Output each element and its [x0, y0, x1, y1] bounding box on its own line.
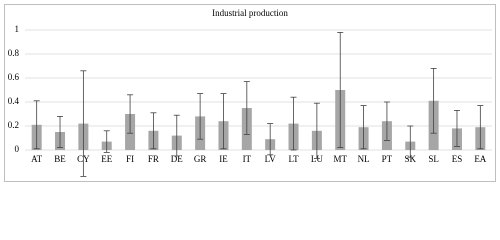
- x-tick-label: EE: [101, 154, 112, 164]
- y-tick-label: 0: [15, 144, 20, 154]
- x-tick-label: AT: [31, 154, 43, 164]
- chart: Industrial production 0 0.2 0.4 0.6 0.8 1 AT BE…: [4, 4, 496, 182]
- x-tick-label: IE: [219, 154, 228, 164]
- x-tick-label: SK: [405, 154, 417, 164]
- x-tick-label: IT: [243, 154, 252, 164]
- chart-frame: [4, 4, 496, 182]
- page: Industrial production 0 0.2 0.4 0.6 0.8 1 AT BE…: [4, 4, 496, 182]
- x-tick-label: ES: [452, 154, 463, 164]
- y-tick-label: 0.6: [8, 72, 20, 82]
- x-tick-label: LU: [311, 154, 323, 164]
- x-tick-label: FR: [148, 154, 159, 164]
- x-tick-label: SL: [428, 154, 439, 164]
- x-tick-label: LT: [288, 154, 299, 164]
- chart-title: Industrial production: [212, 8, 288, 18]
- y-tick-label: 0.2: [8, 120, 19, 130]
- x-tick-label: PT: [382, 154, 393, 164]
- x-tick-label: GR: [194, 154, 207, 164]
- x-tick-label: NL: [358, 154, 370, 164]
- y-tick-label: 1: [15, 24, 20, 34]
- x-tick-label: EA: [474, 154, 486, 164]
- x-tick-label: MT: [333, 154, 347, 164]
- x-tick-label: LV: [265, 154, 277, 164]
- y-tick-label: 0.8: [8, 48, 20, 58]
- y-tick-label: 0.4: [8, 96, 20, 106]
- x-tick-label: BE: [54, 154, 66, 164]
- x-tick-label: DE: [171, 154, 183, 164]
- x-tick-label: FI: [126, 154, 134, 164]
